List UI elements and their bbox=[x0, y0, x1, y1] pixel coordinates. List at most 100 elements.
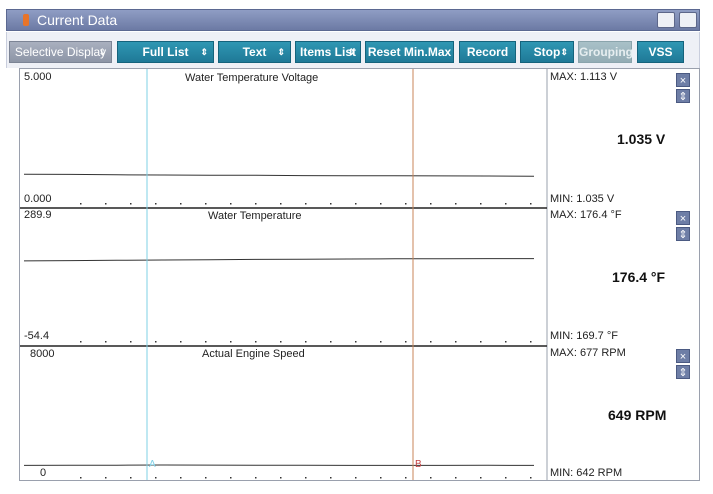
panel-1-trace bbox=[23, 173, 535, 177]
panel-1-resize-icon[interactable]: ⇕ bbox=[676, 89, 690, 103]
panel-1-tick bbox=[280, 203, 282, 205]
panel-2-tick bbox=[330, 341, 332, 343]
stop-button[interactable]: Stop ⇕ bbox=[520, 41, 574, 63]
panel-3-tick bbox=[180, 477, 182, 479]
panel-2-current-value: 176.4 °F bbox=[612, 269, 666, 285]
panel-3-resize-icon[interactable]: ⇕ bbox=[676, 365, 690, 379]
panel-2-tick bbox=[205, 341, 207, 343]
items-list-label: Items List bbox=[299, 45, 356, 59]
panel-1-tick bbox=[130, 203, 132, 205]
panel-1-tick bbox=[80, 203, 82, 205]
panel-2-trace bbox=[23, 258, 534, 262]
panel-2-y-max: 289.9 bbox=[24, 209, 52, 221]
selective-display-label: Selective Display bbox=[14, 45, 107, 59]
panel-1-close-icon[interactable]: × bbox=[676, 73, 690, 87]
panel-1-tick bbox=[505, 203, 507, 205]
panel-1-tick bbox=[180, 203, 182, 205]
app-icon bbox=[23, 14, 29, 26]
panel-2-resize-icon[interactable]: ⇕ bbox=[676, 227, 690, 241]
panel-2-close-icon[interactable]: × bbox=[676, 211, 690, 225]
panel-2-max: MAX: 176.4 °F bbox=[550, 209, 622, 221]
panel-1-tick bbox=[530, 203, 532, 205]
panel-2-tick bbox=[480, 341, 482, 343]
panel-2-min: MIN: 169.7 °F bbox=[550, 330, 618, 342]
panel-1-tick bbox=[155, 203, 157, 205]
panel-3-tick bbox=[530, 477, 532, 479]
panel-3-tick bbox=[230, 477, 232, 479]
full-list-arrow-icon: ⇕ bbox=[200, 47, 208, 57]
panel-2-tick bbox=[380, 341, 382, 343]
panel-3-tick bbox=[455, 477, 457, 479]
panel-2-tick bbox=[455, 341, 457, 343]
panel-3-min: MIN: 642 RPM bbox=[550, 467, 623, 479]
panel-1-min: MIN: 1.035 V bbox=[550, 193, 615, 205]
panel-3-tick bbox=[330, 477, 332, 479]
panel-3-tick bbox=[130, 477, 132, 479]
panel-1-tick bbox=[455, 203, 457, 205]
window-title: Current Data bbox=[37, 12, 118, 28]
panel-2-y-min: -54.4 bbox=[24, 330, 50, 342]
panel-3-tick bbox=[205, 477, 207, 479]
panel-3-tick bbox=[280, 477, 282, 479]
panel-3-max: MAX: 677 RPM bbox=[550, 347, 626, 359]
panel-2-tick bbox=[305, 341, 307, 343]
panel-3-tick bbox=[305, 477, 307, 479]
panel-2-tick bbox=[530, 341, 532, 343]
panel-3-close-icon[interactable]: × bbox=[676, 349, 690, 363]
panel-1-tick bbox=[105, 203, 107, 205]
text-arrow-icon: ⇕ bbox=[277, 47, 285, 57]
menu-icon[interactable] bbox=[679, 12, 697, 28]
panel-2-tick bbox=[430, 341, 432, 343]
reset-min-max-button[interactable]: Reset Min.Max bbox=[365, 41, 454, 63]
panel-2-tick bbox=[230, 341, 232, 343]
panel-1-tick bbox=[305, 203, 307, 205]
items-list-button[interactable]: Items List ⇕ bbox=[295, 41, 361, 63]
stop-label: Stop bbox=[533, 45, 561, 59]
toolbar: Selective Display ⇕ Full List ⇕ Text ⇕ I… bbox=[6, 32, 700, 68]
panel-2-tick bbox=[130, 341, 132, 343]
panel-3-tick bbox=[105, 477, 107, 479]
panel-1-tick bbox=[480, 203, 482, 205]
panel-1-y-max: 5.000 bbox=[24, 71, 52, 83]
panel-2-tick bbox=[280, 341, 282, 343]
panel-3-current-value: 649 RPM bbox=[608, 407, 667, 423]
panel-3-tick bbox=[80, 477, 82, 479]
panel-2-tick bbox=[505, 341, 507, 343]
panel-3-tick bbox=[380, 477, 382, 479]
panel-1-tick bbox=[355, 203, 357, 205]
panel-3-y-min: 0 bbox=[40, 467, 47, 479]
selective-display-arrow-icon: ⇕ bbox=[98, 47, 106, 57]
text-button[interactable]: Text ⇕ bbox=[218, 41, 291, 63]
full-list-label: Full List bbox=[142, 45, 189, 59]
window-titlebar: Current Data bbox=[6, 9, 700, 31]
panel-2-tick bbox=[255, 341, 257, 343]
panel-1-tick bbox=[380, 203, 382, 205]
panel-2-tick bbox=[80, 341, 82, 343]
panel-2-tick bbox=[180, 341, 182, 343]
panel-1-y-min: 0.000 bbox=[24, 193, 52, 205]
panel-3-y-max: 8000 bbox=[30, 348, 55, 360]
items-list-arrow-icon: ⇕ bbox=[347, 47, 355, 57]
cursor-b-label: B bbox=[415, 459, 422, 470]
panel-2-tick bbox=[355, 341, 357, 343]
full-list-button[interactable]: Full List ⇕ bbox=[117, 41, 214, 63]
battery-icon[interactable] bbox=[657, 12, 675, 28]
panel-2-tick bbox=[155, 341, 157, 343]
panel-3-tick bbox=[355, 477, 357, 479]
panel-3-tick bbox=[255, 477, 257, 479]
panel-3-tick bbox=[155, 477, 157, 479]
grouping-button[interactable]: Grouping bbox=[578, 41, 633, 63]
panel-2-tick bbox=[105, 341, 107, 343]
vss-button[interactable]: VSS bbox=[637, 41, 684, 63]
panel-1-current-value: 1.035 V bbox=[617, 131, 666, 147]
cursor-a-label: A bbox=[149, 459, 156, 470]
record-button[interactable]: Record bbox=[459, 41, 516, 63]
panel-2-title: Water Temperature bbox=[208, 210, 302, 222]
panel-1-tick bbox=[330, 203, 332, 205]
panel-1-title: Water Temperature Voltage bbox=[185, 72, 319, 84]
selective-display-button[interactable]: Selective Display ⇕ bbox=[9, 41, 112, 63]
panel-1-tick bbox=[430, 203, 432, 205]
panel-1-tick bbox=[230, 203, 232, 205]
